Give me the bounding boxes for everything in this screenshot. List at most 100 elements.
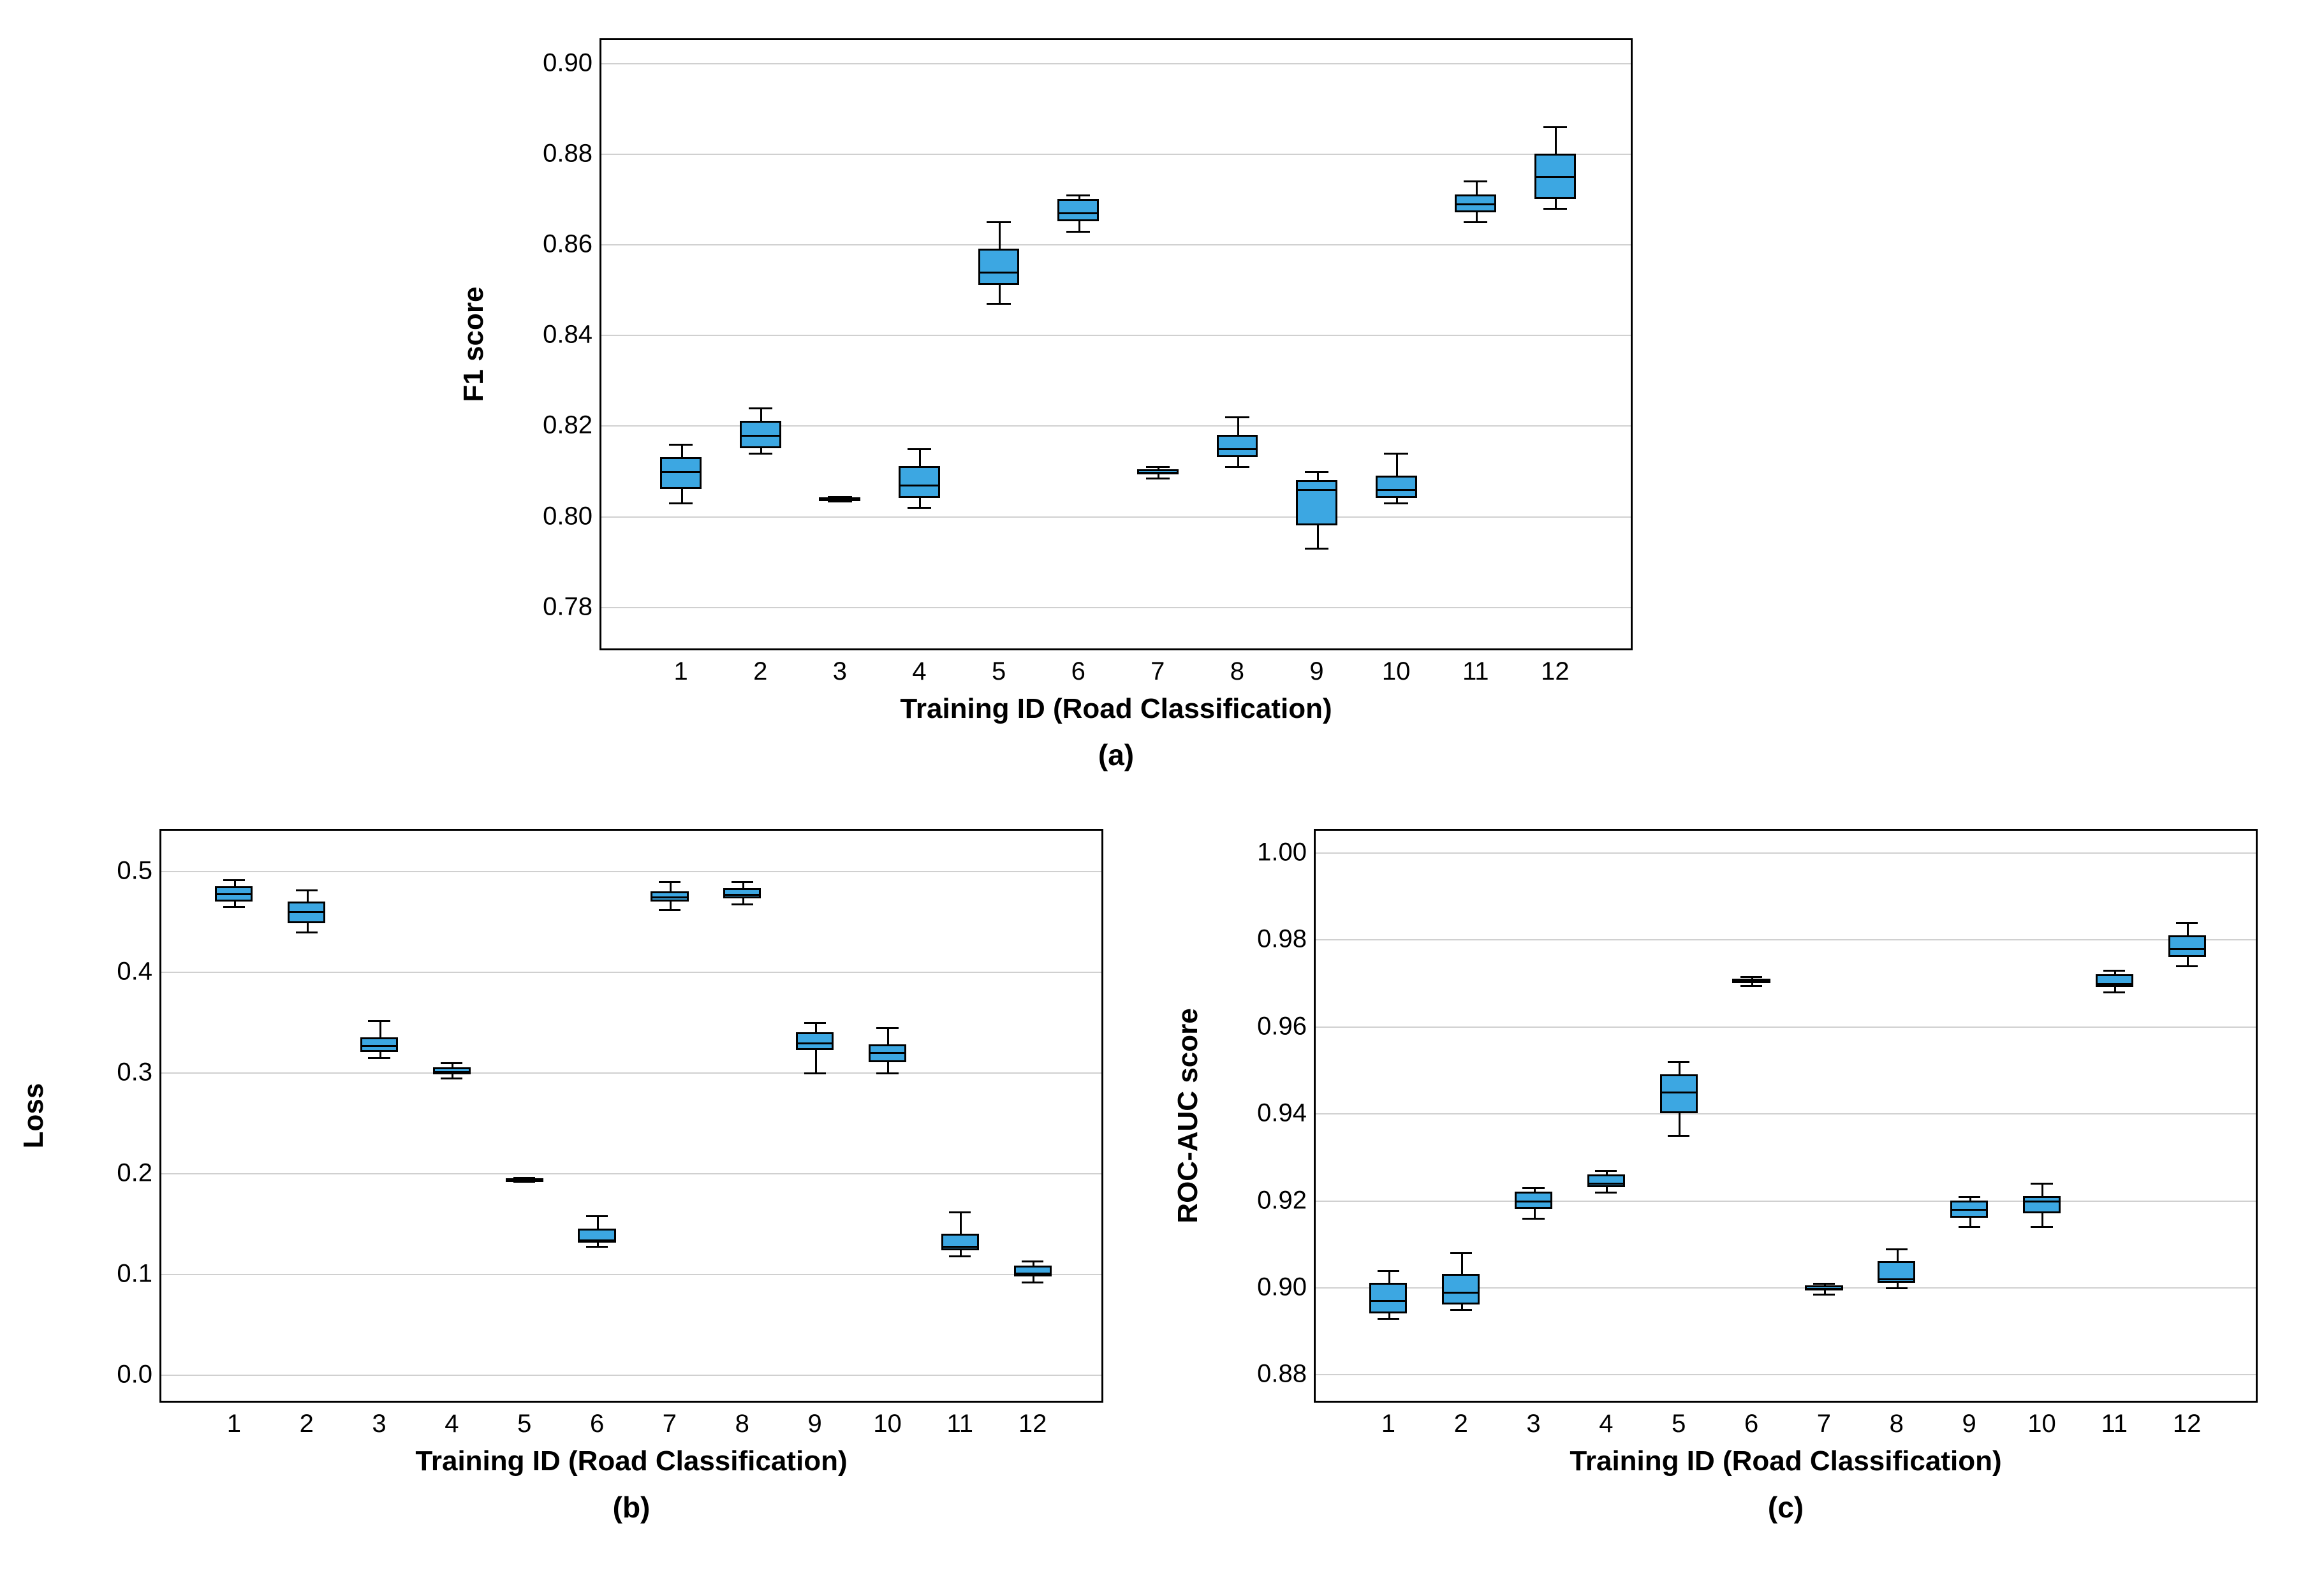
whisker-cap-upper [1959, 1196, 1980, 1198]
whisker-cap-upper [1384, 453, 1408, 455]
y-tick-label: 0.86 [503, 230, 601, 259]
whisker-cap-upper [2176, 922, 2198, 924]
whisker-lower [307, 923, 309, 931]
whisker-cap-lower [1384, 502, 1408, 504]
whisker-upper [1461, 1252, 1463, 1274]
box [796, 1032, 834, 1050]
box [723, 888, 761, 898]
whisker-cap-lower [1959, 1226, 1980, 1228]
gridline [161, 1173, 1101, 1174]
gridline [1316, 1374, 2256, 1375]
whisker-upper [919, 448, 921, 466]
median-line [869, 1052, 906, 1054]
median-line [215, 893, 253, 895]
whisker-upper [1555, 126, 1557, 154]
whisker-upper [887, 1027, 889, 1044]
x-tick-label: 7 [663, 1401, 677, 1438]
median-line [1950, 1209, 1988, 1211]
median-line [1057, 212, 1099, 214]
whisker-cap-lower [908, 507, 931, 509]
box [1296, 480, 1337, 525]
whisker-cap-upper [1378, 1270, 1399, 1272]
whisker-cap-lower [669, 502, 693, 504]
panel-c: 0.880.900.920.940.960.981.00123456789101… [1314, 829, 2258, 1403]
whisker-cap-lower [749, 453, 772, 455]
y-tick-label: 0.96 [1217, 1012, 1316, 1041]
whisker-lower [670, 902, 672, 910]
whisker-upper [999, 221, 1001, 249]
whisker-cap-upper [296, 889, 318, 891]
x-tick-label: 11 [2101, 1401, 2128, 1438]
whisker-cap-lower [1450, 1309, 1472, 1311]
box [899, 466, 940, 498]
box [1660, 1074, 1698, 1113]
whisker-cap-upper [1464, 180, 1487, 182]
whisker-lower [1317, 525, 1319, 548]
median-line [288, 911, 325, 913]
y-tick-label: 0.84 [503, 321, 601, 349]
y-tick-label: 0.2 [63, 1158, 161, 1187]
whisker-cap-upper [669, 444, 693, 446]
figure-root: 0.780.800.820.840.860.880.90123456789101… [0, 0, 2324, 1578]
whisker-cap-upper [1066, 194, 1090, 196]
whisker-cap-upper [586, 1215, 608, 1217]
panel-a: 0.780.800.820.840.860.880.90123456789101… [599, 38, 1633, 650]
whisker-cap-lower [949, 1255, 971, 1257]
box [1442, 1274, 1480, 1304]
y-tick-label: 0.3 [63, 1058, 161, 1086]
y-tick-label: 0.80 [503, 502, 601, 530]
box [660, 457, 702, 489]
x-tick-label: 6 [1744, 1401, 1758, 1438]
whisker-upper [2187, 922, 2189, 935]
median-line [1878, 1278, 1915, 1280]
whisker-lower [1461, 1304, 1463, 1309]
panel-caption: (c) [1768, 1490, 1804, 1524]
x-tick-label: 11 [947, 1401, 974, 1438]
whisker-cap-upper [368, 1020, 390, 1022]
whisker-cap-lower [1522, 1218, 1544, 1220]
whisker-cap-lower [876, 1072, 898, 1074]
whisker-cap-lower [1225, 466, 1249, 468]
x-tick-label: 4 [912, 648, 926, 686]
x-tick-label: 9 [807, 1401, 821, 1438]
box [978, 249, 1020, 285]
median-line [1137, 472, 1179, 474]
median-line [1217, 448, 1258, 450]
x-tick-label: 1 [673, 648, 688, 686]
median-line [1805, 1288, 1842, 1290]
median-line [1660, 1092, 1698, 1093]
whisker-cap-lower [2031, 1226, 2052, 1228]
x-tick-label: 12 [1019, 1401, 1047, 1438]
x-tick-label: 8 [1890, 1401, 1904, 1438]
whisker-upper [597, 1215, 599, 1229]
whisker-cap-lower [1595, 1192, 1617, 1194]
whisker-lower [1396, 498, 1398, 502]
whisker-upper [1679, 1061, 1680, 1074]
x-tick-label: 1 [227, 1401, 241, 1438]
median-line [796, 1042, 834, 1044]
y-tick-label: 0.1 [63, 1259, 161, 1288]
x-tick-label: 6 [590, 1401, 604, 1438]
box [2168, 935, 2206, 957]
y-axis-label: ROC-AUC score [1172, 1008, 1204, 1223]
whisker-lower [760, 448, 762, 453]
x-tick-label: 12 [2173, 1401, 2202, 1438]
x-tick-label: 4 [1599, 1401, 1613, 1438]
panel-caption: (a) [1098, 738, 1134, 772]
y-tick-label: 0.90 [503, 48, 601, 77]
whisker-lower [815, 1050, 817, 1072]
x-tick-label: 10 [1382, 648, 1411, 686]
whisker-lower [2187, 957, 2189, 966]
y-axis-label: Loss [18, 1083, 50, 1149]
x-tick-label: 11 [1462, 648, 1489, 686]
median-line [2168, 948, 2206, 950]
median-line [1455, 203, 1496, 205]
whisker-cap-lower [1464, 221, 1487, 223]
whisker-cap-lower [1305, 548, 1328, 550]
whisker-cap-lower [1740, 985, 1762, 987]
whisker-cap-lower [732, 903, 753, 905]
median-line [1515, 1201, 1552, 1202]
whisker-lower [379, 1052, 381, 1057]
whisker-upper [2041, 1183, 2043, 1195]
whisker-lower [1078, 221, 1080, 230]
